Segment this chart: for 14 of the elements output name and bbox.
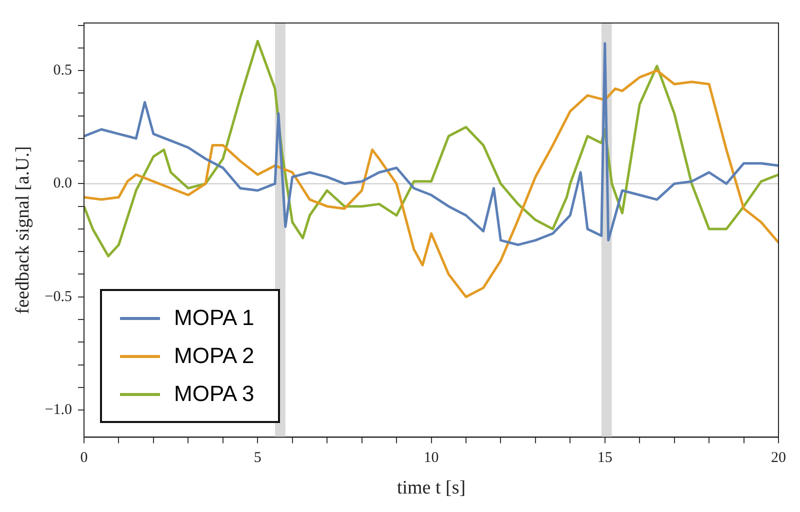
x-tick-label: 0 xyxy=(80,450,88,466)
x-tick-label: 10 xyxy=(424,450,439,466)
legend-label: MOPA 3 xyxy=(174,380,254,408)
legend-label: MOPA 1 xyxy=(174,304,254,332)
y-tick-label: 0.0 xyxy=(53,176,72,192)
x-axis-title: time t [s] xyxy=(396,478,466,499)
legend-label: MOPA 2 xyxy=(174,342,254,370)
y-tick-label: −0.5 xyxy=(44,288,72,305)
x-tick-label: 20 xyxy=(771,450,786,466)
x-tick-label: 15 xyxy=(597,450,612,466)
y-axis-title: feedback signal [a.U.] xyxy=(12,146,34,314)
y-tick-label: −1.0 xyxy=(44,402,72,418)
y-tick-label: 0.5 xyxy=(53,62,72,78)
x-tick-label: 5 xyxy=(254,450,262,466)
